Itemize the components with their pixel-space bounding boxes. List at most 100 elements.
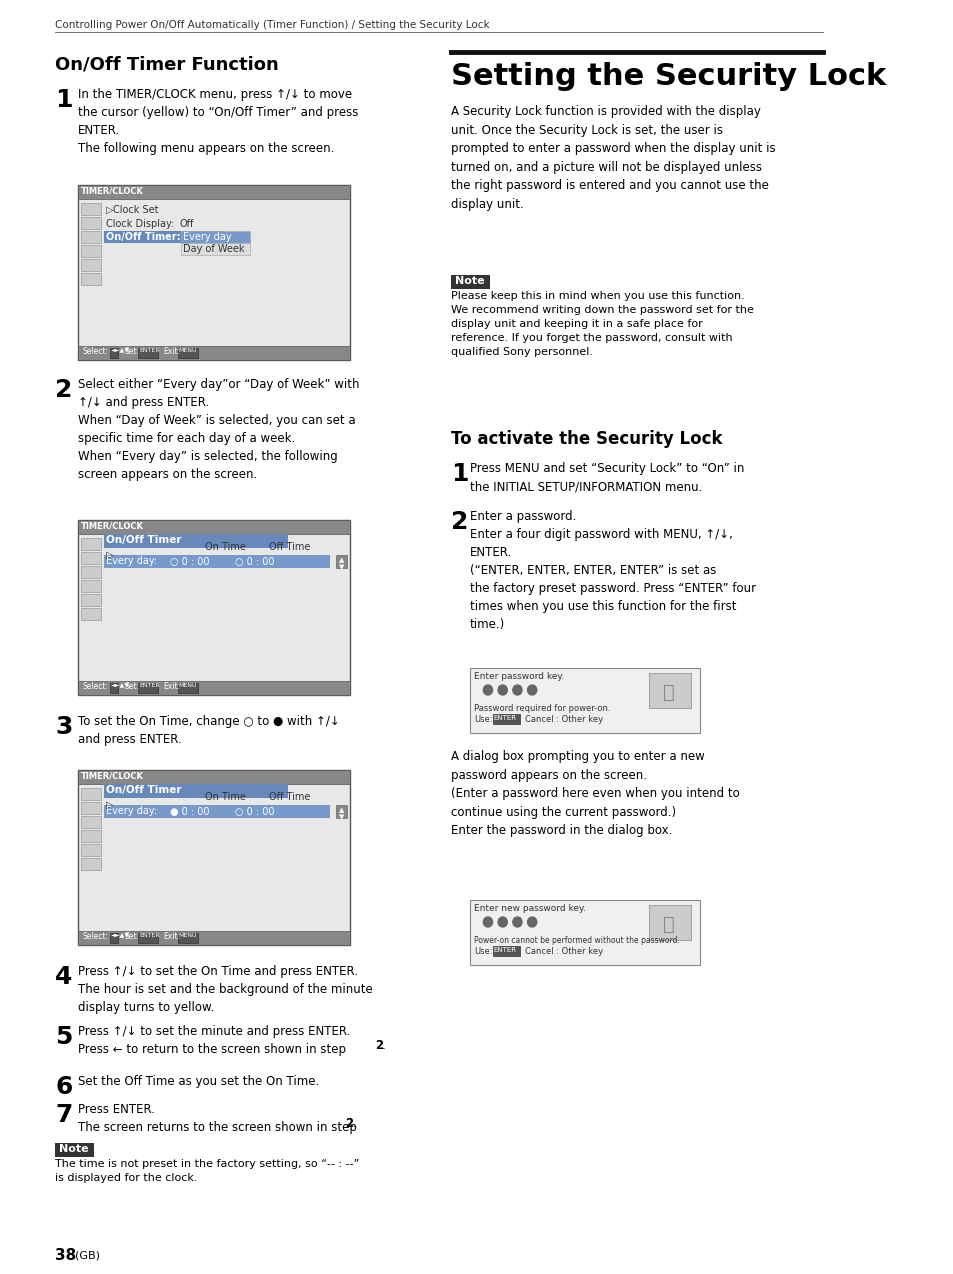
Bar (78, 185, 350, 199)
Text: On/Off Timer Function: On/Off Timer Function (55, 55, 278, 73)
Bar (81, 552, 101, 564)
Text: On Time: On Time (205, 792, 246, 803)
Circle shape (497, 685, 507, 696)
Text: ◄►▲▼: ◄►▲▼ (112, 683, 131, 688)
Bar (138, 348, 158, 358)
Text: TIMER/CLOCK: TIMER/CLOCK (81, 771, 144, 780)
Bar (648, 673, 690, 708)
Text: ENTER: ENTER (139, 683, 159, 688)
Bar (78, 185, 350, 361)
Circle shape (513, 685, 521, 696)
Text: ○ 0 : 00: ○ 0 : 00 (234, 806, 274, 817)
Text: Clock Display:: Clock Display: (106, 219, 174, 229)
Text: Select:: Select: (83, 933, 109, 941)
Text: 6: 6 (55, 1075, 72, 1099)
Bar (78, 769, 350, 945)
Bar (78, 520, 350, 534)
Text: To set the On Time, change ○ to ● with ↑/↓
and press ENTER.: To set the On Time, change ○ to ● with ↑… (78, 715, 339, 747)
Text: Press ↑/↓ to set the minute and press ENTER.
Press ← to return to the screen sho: Press ↑/↓ to set the minute and press EN… (78, 1026, 351, 1056)
Text: Cancel : Other key: Cancel : Other key (524, 947, 602, 956)
Text: Set:: Set: (124, 347, 139, 355)
Text: On/Off Timer:: On/Off Timer: (106, 232, 180, 242)
Bar (81, 566, 101, 578)
Bar (177, 348, 197, 358)
Text: (GB): (GB) (75, 1250, 100, 1260)
Text: Press ↑/↓ to set the On Time and press ENTER.
The hour is set and the background: Press ↑/↓ to set the On Time and press E… (78, 964, 373, 1014)
Bar (177, 683, 197, 693)
Text: A dialog box prompting you to enter a new
password appears on the screen.
(Enter: A dialog box prompting you to enter a ne… (451, 750, 740, 837)
Bar (78, 931, 350, 945)
Bar (104, 231, 224, 243)
Bar (181, 243, 251, 255)
Text: 2: 2 (345, 1117, 353, 1130)
Text: Every day:: Every day: (106, 555, 157, 566)
Text: 38: 38 (55, 1249, 76, 1263)
Text: ▷: ▷ (106, 550, 113, 561)
Bar (104, 555, 330, 568)
Bar (492, 947, 519, 956)
Text: ▲
▼: ▲ ▼ (338, 557, 344, 569)
Circle shape (513, 917, 521, 927)
Bar (81, 789, 101, 800)
Text: TIMER/CLOCK: TIMER/CLOCK (81, 186, 144, 195)
Circle shape (483, 685, 492, 696)
Text: ENTER: ENTER (139, 348, 159, 353)
Text: ENTER: ENTER (493, 947, 516, 953)
Bar (81, 803, 101, 814)
Text: ▷: ▷ (106, 205, 113, 215)
Text: On/Off Timer: On/Off Timer (106, 535, 181, 545)
Bar (335, 555, 347, 568)
Text: 🔑: 🔑 (662, 915, 674, 934)
Bar (469, 668, 699, 733)
Circle shape (483, 917, 492, 927)
Text: Every day: Every day (183, 232, 232, 242)
Text: Set:: Set: (124, 682, 139, 691)
Text: Note: Note (59, 1144, 89, 1154)
Text: 3: 3 (55, 715, 72, 739)
Bar (111, 348, 118, 358)
Text: 2: 2 (451, 510, 468, 534)
Text: 1: 1 (55, 88, 72, 112)
Text: Press ENTER.
The screen returns to the screen shown in step: Press ENTER. The screen returns to the s… (78, 1103, 360, 1134)
Text: TIMER/CLOCK: TIMER/CLOCK (81, 521, 144, 530)
Bar (81, 580, 101, 592)
Text: Off Time: Off Time (269, 792, 311, 803)
Text: ○ 0 : 00: ○ 0 : 00 (234, 557, 274, 567)
Text: Please keep this in mind when you use this function.
We recommend writing down t: Please keep this in mind when you use th… (451, 290, 753, 357)
Text: Cancel : Other key: Cancel : Other key (524, 715, 602, 724)
Text: ENTER: ENTER (493, 715, 516, 721)
Bar (335, 805, 347, 818)
Bar (177, 933, 197, 943)
Bar (81, 538, 101, 550)
Bar (81, 259, 101, 271)
Text: Press MENU and set “Security Lock” to “On” in
the INITIAL SETUP/INFORMATION menu: Press MENU and set “Security Lock” to “O… (469, 462, 743, 493)
Text: 2: 2 (55, 378, 72, 403)
Bar (81, 608, 101, 620)
Text: 1: 1 (451, 462, 468, 485)
Text: Enter password key.: Enter password key. (474, 671, 564, 682)
Bar (138, 683, 158, 693)
Text: In the TIMER/CLOCK menu, press ↑/↓ to move
the cursor (yellow) to “On/Off Timer”: In the TIMER/CLOCK menu, press ↑/↓ to mo… (78, 88, 358, 155)
Text: ENTER: ENTER (139, 933, 159, 938)
Text: The time is not preset in the factory setting, so “-- : --”
is displayed for the: The time is not preset in the factory se… (55, 1159, 359, 1184)
Text: MENU: MENU (178, 933, 197, 938)
Text: 4: 4 (55, 964, 72, 989)
Bar (104, 534, 288, 548)
Bar (111, 933, 118, 943)
Bar (81, 817, 101, 828)
Text: Enter a password.
Enter a four digit password with MENU, ↑/↓,
ENTER.
(“ENTER, EN: Enter a password. Enter a four digit pas… (469, 510, 755, 631)
Text: ▷: ▷ (106, 800, 113, 810)
Bar (648, 905, 690, 940)
Text: Off: Off (179, 219, 193, 229)
Text: .: . (353, 1117, 356, 1130)
Text: Clock Set: Clock Set (113, 205, 158, 215)
Text: Controlling Power On/Off Automatically (Timer Function) / Setting the Security L: Controlling Power On/Off Automatically (… (55, 20, 489, 31)
Bar (181, 231, 251, 243)
Circle shape (527, 685, 537, 696)
Bar (81, 217, 101, 229)
Text: Select:: Select: (83, 682, 109, 691)
Text: A Security Lock function is provided with the display
unit. Once the Security Lo: A Security Lock function is provided wit… (451, 104, 775, 210)
Bar (451, 275, 489, 289)
Text: Off Time: Off Time (269, 541, 311, 552)
Bar (138, 933, 158, 943)
